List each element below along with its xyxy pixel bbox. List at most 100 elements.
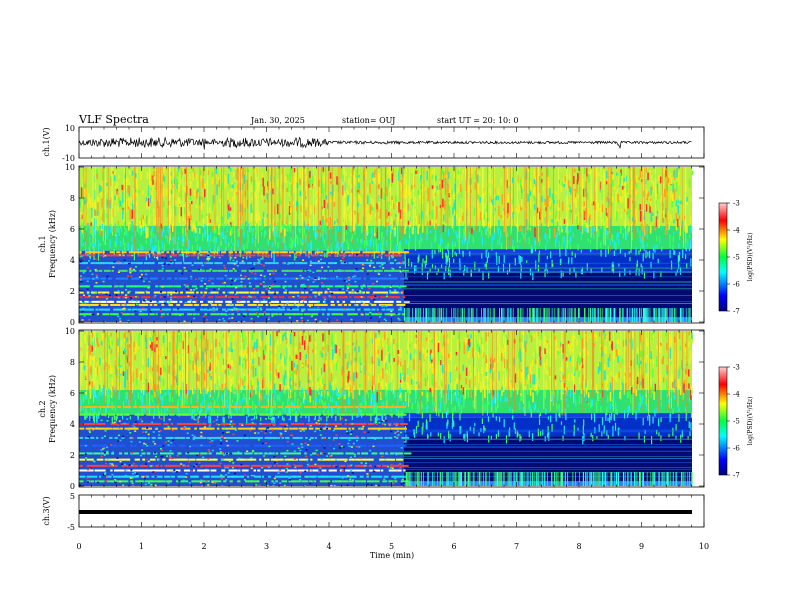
spectrogram-speckle <box>298 332 301 337</box>
spectrogram-speckle <box>355 223 357 230</box>
spectrogram-band-segment <box>302 277 308 280</box>
spectrogram-band-segment <box>103 269 111 272</box>
spectrogram-speckle <box>293 167 296 173</box>
spectrogram-speckle <box>685 308 687 322</box>
spectrogram-speckle <box>426 308 427 322</box>
spectrogram-speckle <box>323 385 325 391</box>
spectrogram-speckle <box>445 245 447 250</box>
spectrogram-speckle <box>341 241 343 248</box>
spectrogram-speckle <box>363 240 366 248</box>
spectrogram-speckle <box>372 293 375 295</box>
spectrogram-speckle <box>95 274 98 277</box>
spectrogram-speckle <box>284 273 287 276</box>
spectrogram-speckle <box>479 211 482 221</box>
spectrogram-speckle <box>395 200 398 206</box>
spectrogram-speckle <box>314 277 317 280</box>
spectrogram-band-segment <box>302 251 306 254</box>
spectrogram-speckle <box>636 381 638 389</box>
spectrogram-speckle <box>434 192 436 197</box>
spectrogram-band-segment <box>363 296 366 299</box>
spectrogram-speckle <box>556 389 559 401</box>
spectrogram-speckle <box>442 214 445 222</box>
spectrogram-speckle <box>647 308 649 322</box>
spectrogram-speckle <box>154 294 157 297</box>
spectrogram-speckle <box>140 389 143 394</box>
spectrogram-streak <box>538 167 539 242</box>
spectrogram-speckle <box>399 182 402 191</box>
y-tick-label: 2 <box>70 287 75 296</box>
spectrogram-speckle <box>452 249 454 258</box>
spectrogram-speckle <box>609 239 611 246</box>
spectrogram-speckle <box>439 180 441 185</box>
spectrogram-band-segment <box>252 303 257 306</box>
spectrogram-speckle <box>448 171 450 179</box>
spectrogram-speckle <box>209 302 212 304</box>
spectrogram-speckle <box>310 289 313 291</box>
spectrogram-speckle <box>466 338 468 343</box>
spectrogram-speckle <box>580 269 582 275</box>
spectrogram-speckle <box>448 257 451 267</box>
spectrogram-speckle <box>142 220 145 232</box>
spectrogram-band-segment <box>335 277 341 280</box>
spectrogram-speckle <box>208 391 210 400</box>
spectrogram-speckle <box>665 308 667 322</box>
spectrogram-speckle <box>318 224 320 230</box>
spectrogram-speckle <box>257 315 260 318</box>
spectrogram-speckle <box>353 372 355 382</box>
spectrogram-speckle <box>670 214 672 222</box>
spectrogram-speckle <box>658 217 660 229</box>
spectrogram-speckle <box>90 363 92 373</box>
spectrogram-speckle <box>656 235 658 242</box>
spectrogram-speckle <box>576 339 578 346</box>
spectrogram-speckle <box>452 334 455 339</box>
spectrogram-speckle <box>340 388 342 398</box>
spectrogram-speckle <box>447 384 450 394</box>
spectrogram-speckle <box>181 235 184 244</box>
spectrogram-band-segment <box>260 251 266 254</box>
spectrogram-speckle <box>209 255 212 257</box>
spectrogram-line <box>404 271 692 272</box>
spectrogram-speckle <box>292 201 294 205</box>
spectrogram-speckle <box>502 374 504 385</box>
spectrogram-speckle <box>89 237 91 244</box>
spectrogram-band-segment <box>150 308 158 311</box>
spectrogram-line <box>404 301 692 302</box>
spectrogram-speckle <box>225 176 227 187</box>
spectrogram-speckle <box>270 224 272 232</box>
spectrogram-band-segment <box>181 313 184 316</box>
spectrogram-speckle <box>341 387 344 394</box>
spectrogram-speckle <box>678 365 681 377</box>
spectrogram-band-segment <box>236 300 241 303</box>
spectrogram-speckle <box>230 237 233 243</box>
spectrogram-speckle <box>189 174 191 180</box>
spectrogram-speckle <box>122 192 124 203</box>
spectrogram-speckle <box>541 195 543 203</box>
spectrogram-speckle <box>310 209 312 213</box>
spectrogram-speckle <box>308 276 311 278</box>
spectrogram-band-segment <box>375 277 380 280</box>
spectrogram-speckle <box>561 308 563 322</box>
spectrogram-speckle <box>330 338 333 345</box>
spectrogram-speckle <box>483 385 486 397</box>
spectrogram-speckle <box>639 332 642 342</box>
spectrogram-band-segment <box>166 313 169 316</box>
spectrogram-speckle <box>231 226 234 235</box>
spectrogram-speckle <box>276 230 279 238</box>
spectrogram-speckle <box>103 240 105 245</box>
spectrogram-speckle <box>293 355 295 360</box>
spectrogram-speckle <box>129 271 132 274</box>
spectrogram-band-segment <box>165 308 172 311</box>
spectrogram-speckle <box>90 226 92 234</box>
spectrogram-speckle <box>135 266 138 268</box>
spectrogram-speckle <box>241 183 244 191</box>
spectrogram-speckle <box>96 226 98 233</box>
spectrogram-streak <box>604 167 606 246</box>
spectrogram-band-segment <box>246 254 252 257</box>
spectrogram-band-segment <box>363 277 366 280</box>
spectrogram-speckle <box>97 313 100 315</box>
spectrogram-speckle <box>673 170 675 177</box>
spectrogram-speckle <box>561 243 563 250</box>
spectrogram-speckle <box>366 273 369 275</box>
spectrogram-speckle <box>672 236 674 243</box>
spectrogram-speckle <box>394 218 396 227</box>
